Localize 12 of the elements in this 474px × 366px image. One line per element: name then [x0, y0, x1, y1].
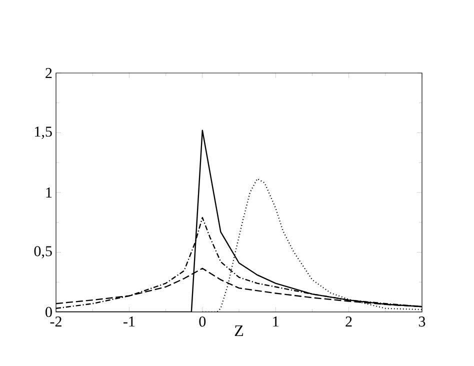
- y-tick-label: 2: [46, 68, 52, 78]
- y-tick-label: 0: [46, 306, 52, 318]
- x-axis-title: Z: [234, 326, 244, 336]
- y-tick-label: 1,5: [35, 126, 52, 139]
- x-tick-label: 1: [273, 316, 278, 326]
- x-tick-label: 3: [418, 316, 426, 327]
- y-tick-label: 0,5: [34, 246, 52, 258]
- x-tick-label: -1: [124, 316, 135, 326]
- x-tick-label: 2: [346, 316, 352, 326]
- y-tick-label: 1: [46, 188, 52, 198]
- x-tick-label: -2: [50, 316, 62, 326]
- x-tick-label: 0: [199, 316, 206, 327]
